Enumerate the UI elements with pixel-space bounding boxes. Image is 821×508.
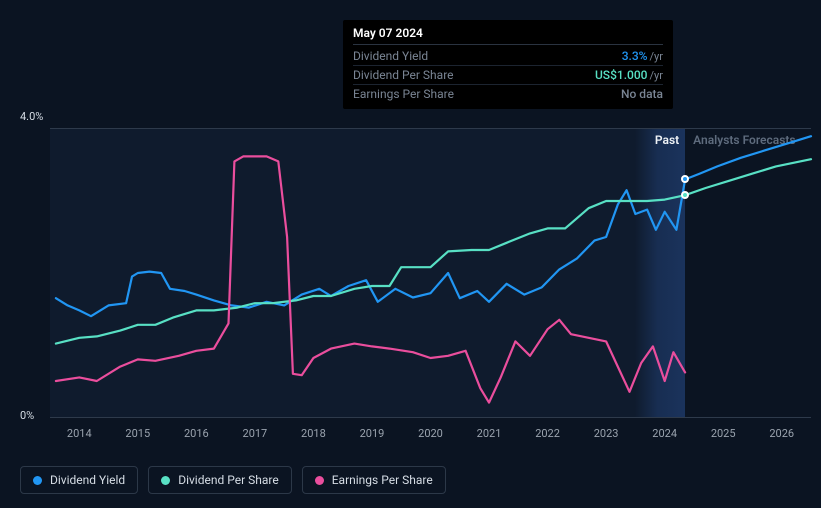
marker-dividend-per-share — [681, 191, 689, 199]
tooltip-row-value: 3.3%/yr — [622, 49, 663, 63]
series-svg — [50, 129, 811, 417]
legend-label: Dividend Yield — [50, 473, 125, 487]
tooltip-row: Dividend Yield 3.3%/yr — [353, 47, 663, 66]
chart-container: May 07 2024 Dividend Yield3.3%/yrDividen… — [0, 0, 821, 508]
x-axis-tick: 2021 — [477, 427, 502, 440]
legend-item-earnings-per-share[interactable]: Earnings Per Share — [302, 466, 446, 494]
x-axis-tick: 2025 — [711, 427, 736, 440]
x-axis-tick: 2017 — [243, 427, 268, 440]
legend-label: Earnings Per Share — [332, 473, 433, 487]
tooltip-row-value: US$1.000/yr — [595, 68, 663, 82]
tooltip-date: May 07 2024 — [353, 26, 663, 45]
x-axis-tick: 2023 — [594, 427, 619, 440]
x-axis-tick: 2015 — [125, 427, 150, 440]
legend-item-dividend-yield[interactable]: Dividend Yield — [20, 466, 138, 494]
tooltip-row: Earnings Per Share No data — [353, 85, 663, 103]
tooltip-row-value: No data — [621, 87, 663, 101]
x-axis-tick: 2016 — [184, 427, 209, 440]
series-earnings-per-share — [56, 156, 685, 402]
chart-plot-area[interactable]: Past Analysts Forecasts — [50, 128, 811, 418]
series-dividend-per-share — [56, 159, 811, 343]
tooltip-row-label: Dividend Yield — [353, 49, 428, 63]
legend-dot-icon — [161, 476, 170, 485]
chart-tooltip: May 07 2024 Dividend Yield3.3%/yrDividen… — [343, 20, 673, 109]
legend-label: Dividend Per Share — [178, 473, 279, 487]
x-axis-tick: 2014 — [67, 427, 92, 440]
series-dividend-yield — [56, 136, 811, 316]
legend-dot-icon — [315, 476, 324, 485]
x-axis-tick: 2024 — [652, 427, 677, 440]
tooltip-row-label: Dividend Per Share — [353, 68, 454, 82]
tooltip-row-label: Earnings Per Share — [353, 87, 454, 101]
x-axis-tick: 2018 — [301, 427, 326, 440]
x-axis-tick: 2026 — [769, 427, 794, 440]
y-axis-top-label: 4.0% — [20, 110, 43, 123]
legend: Dividend Yield Dividend Per Share Earnings… — [20, 466, 446, 494]
marker-dividend-yield — [681, 175, 689, 183]
tooltip-row: Dividend Per Share US$1.000/yr — [353, 66, 663, 85]
legend-item-dividend-per-share[interactable]: Dividend Per Share — [148, 466, 292, 494]
chart-wrap: 4.0% Past Analysts Forecasts 0% 2014 2015… — [20, 110, 811, 448]
x-axis-tick: 2019 — [360, 427, 385, 440]
x-axis-tick: 2022 — [535, 427, 560, 440]
legend-dot-icon — [33, 476, 42, 485]
y-axis-bottom-label: 0% — [20, 409, 34, 422]
x-axis-tick: 2020 — [418, 427, 443, 440]
